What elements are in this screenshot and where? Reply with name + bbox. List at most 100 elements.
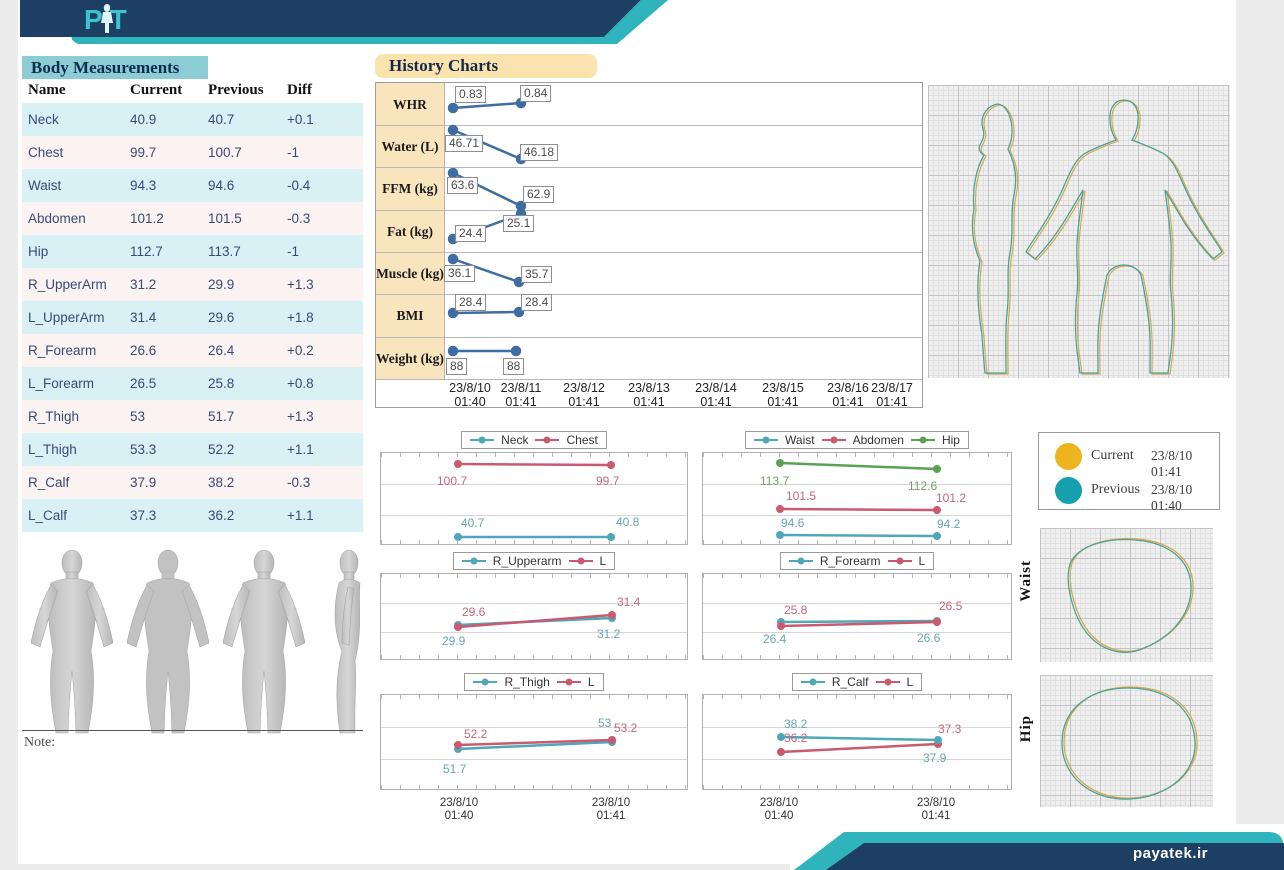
axis-time: 01:41 bbox=[876, 395, 908, 409]
value-label: 36.2 bbox=[784, 731, 808, 745]
measurements-table: Neck 40.9 40.7 +0.1 Chest 99.7 100.7 -1 … bbox=[22, 103, 363, 532]
row-current: 31.2 bbox=[130, 277, 157, 292]
legend-label: Waist bbox=[785, 433, 815, 447]
row-current: 112.7 bbox=[130, 244, 163, 259]
waist-outline bbox=[1067, 537, 1194, 653]
row-diff: +0.2 bbox=[287, 343, 314, 358]
axis-time: 01:40 bbox=[454, 395, 486, 409]
value-box: 25.1 bbox=[503, 215, 535, 232]
table-row: R_Calf 37.9 38.2 -0.3 bbox=[22, 466, 363, 499]
history-row-label: Muscle (kg) bbox=[376, 266, 444, 281]
legend-previous-row: Previous 23/8/10 01:40 bbox=[1039, 473, 1219, 513]
axis-date: 23/8/13 bbox=[628, 381, 670, 395]
value-box: 46.71 bbox=[445, 135, 484, 152]
row-name: L_Calf bbox=[28, 508, 68, 523]
value-box: 0.83 bbox=[455, 86, 487, 103]
axis-ticks bbox=[381, 655, 687, 659]
history-axis-label: 23/8/14 01:41 bbox=[687, 381, 745, 409]
hip-section-label: Hip bbox=[1018, 715, 1034, 743]
table-row: R_Thigh 53 51.7 +1.3 bbox=[22, 400, 363, 433]
axis-time: 01:41 bbox=[921, 810, 951, 822]
history-row-label: WHR bbox=[393, 97, 427, 112]
body-outline-panel bbox=[928, 85, 1230, 378]
row-diff: -0.4 bbox=[287, 178, 311, 193]
row-diff: +1.8 bbox=[287, 310, 314, 325]
value-label: 38.2 bbox=[784, 717, 808, 731]
legend-label: R_Thigh bbox=[504, 675, 550, 689]
table-row: Abdomen 101.2 101.5 -0.3 bbox=[22, 202, 363, 235]
legend-label: Chest bbox=[566, 433, 598, 447]
history-axis-label: 23/8/16 01:41 bbox=[819, 381, 877, 409]
right-edge bbox=[1236, 0, 1284, 824]
axis-date: 23/8/10 bbox=[759, 797, 799, 809]
value-box: 36.1 bbox=[444, 265, 476, 282]
axis-date: 23/8/10 bbox=[591, 797, 631, 809]
comparison-axis-label: 23/8/10 01:40 bbox=[748, 797, 810, 823]
row-separator bbox=[376, 210, 922, 211]
row-name: L_UpperArm bbox=[28, 310, 105, 325]
chart-thigh: 52.2 53.2 51.7 53 bbox=[380, 694, 688, 790]
value-label: 40.8 bbox=[616, 515, 640, 529]
scan-legend: Current 23/8/10 01:41 Previous 23/8/10 0… bbox=[1038, 432, 1220, 513]
legend-label: R_Upperarm bbox=[492, 554, 562, 568]
col-name: Name bbox=[28, 82, 66, 98]
gridline bbox=[381, 759, 687, 760]
current-dot-icon bbox=[1055, 443, 1082, 470]
value-box: 28.4 bbox=[521, 294, 553, 311]
series-lines bbox=[454, 460, 615, 541]
right-thigh-marker-icon bbox=[473, 678, 498, 686]
value-label: 29.9 bbox=[442, 634, 466, 648]
axis-date: 23/8/15 bbox=[762, 381, 804, 395]
value-label: 31.2 bbox=[597, 627, 621, 641]
table-row: Neck 40.9 40.7 +0.1 bbox=[22, 103, 363, 136]
value-label: 40.7 bbox=[461, 516, 485, 530]
history-row-label: Weight (kg) bbox=[376, 351, 444, 366]
row-name: R_UpperArm bbox=[28, 277, 107, 292]
bottom-edge bbox=[0, 864, 790, 870]
row-previous: 94.6 bbox=[208, 178, 235, 193]
value-label: 53.2 bbox=[614, 721, 638, 735]
axis-ticks bbox=[703, 540, 1011, 544]
row-current: 53.3 bbox=[130, 442, 157, 457]
table-row: L_UpperArm 31.4 29.6 +1.8 bbox=[22, 301, 363, 334]
body-scan-renders bbox=[30, 549, 361, 734]
row-diff: -1 bbox=[287, 145, 300, 160]
axis-time: 01:40 bbox=[444, 810, 474, 822]
footer-site-link[interactable]: payatek.ir bbox=[1132, 845, 1208, 862]
hip-cross-section bbox=[1040, 675, 1213, 807]
axis-ticks bbox=[381, 695, 687, 699]
row-previous: 26.4 bbox=[208, 343, 235, 358]
row-current: 37.3 bbox=[130, 508, 157, 523]
history-axis-label: 23/8/15 01:41 bbox=[754, 381, 812, 409]
row-diff: +0.8 bbox=[287, 376, 314, 391]
gridline bbox=[381, 632, 687, 633]
row-diff: -0.3 bbox=[287, 475, 311, 490]
history-chart: WHR Water (L) FFM (kg) Fat (kg) Muscle (… bbox=[375, 82, 923, 409]
gridline bbox=[703, 727, 1011, 728]
row-diff: +1.3 bbox=[287, 409, 314, 424]
left-calf-marker-icon bbox=[875, 678, 900, 686]
history-axis-label: 23/8/11 01:41 bbox=[492, 381, 550, 409]
bottom-banner bbox=[794, 832, 1284, 870]
value-label: 52.2 bbox=[464, 727, 488, 741]
waist-section-label: Waist bbox=[1018, 560, 1034, 602]
row-name: Waist bbox=[28, 178, 62, 193]
legend-label: R_Forearm bbox=[819, 554, 881, 568]
table-header: Name Current Previous Diff bbox=[22, 82, 363, 102]
table-row: Chest 99.7 100.7 -1 bbox=[22, 136, 363, 169]
axis-time: 01:41 bbox=[505, 395, 537, 409]
value-label: 53 bbox=[598, 716, 612, 730]
row-separator bbox=[376, 167, 922, 168]
value-box: 28.4 bbox=[455, 294, 487, 311]
row-diff: +1.1 bbox=[287, 442, 314, 457]
value-label: 37.3 bbox=[938, 722, 962, 736]
body-outline-front-side bbox=[971, 99, 1225, 375]
legend-thigh: R_Thigh L bbox=[380, 673, 688, 691]
previous-dot-icon bbox=[1055, 477, 1082, 504]
chart-forearm: 25.8 26.5 26.4 26.6 bbox=[702, 573, 1012, 660]
table-row: L_Thigh 53.3 52.2 +1.1 bbox=[22, 433, 363, 466]
axis-ticks bbox=[703, 655, 1011, 659]
hip-outline bbox=[1061, 686, 1198, 800]
abdomen-marker-icon bbox=[821, 436, 846, 444]
axis-ticks bbox=[381, 574, 687, 578]
